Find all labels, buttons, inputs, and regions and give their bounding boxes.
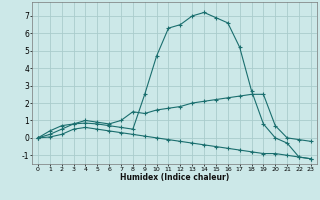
X-axis label: Humidex (Indice chaleur): Humidex (Indice chaleur) <box>120 173 229 182</box>
